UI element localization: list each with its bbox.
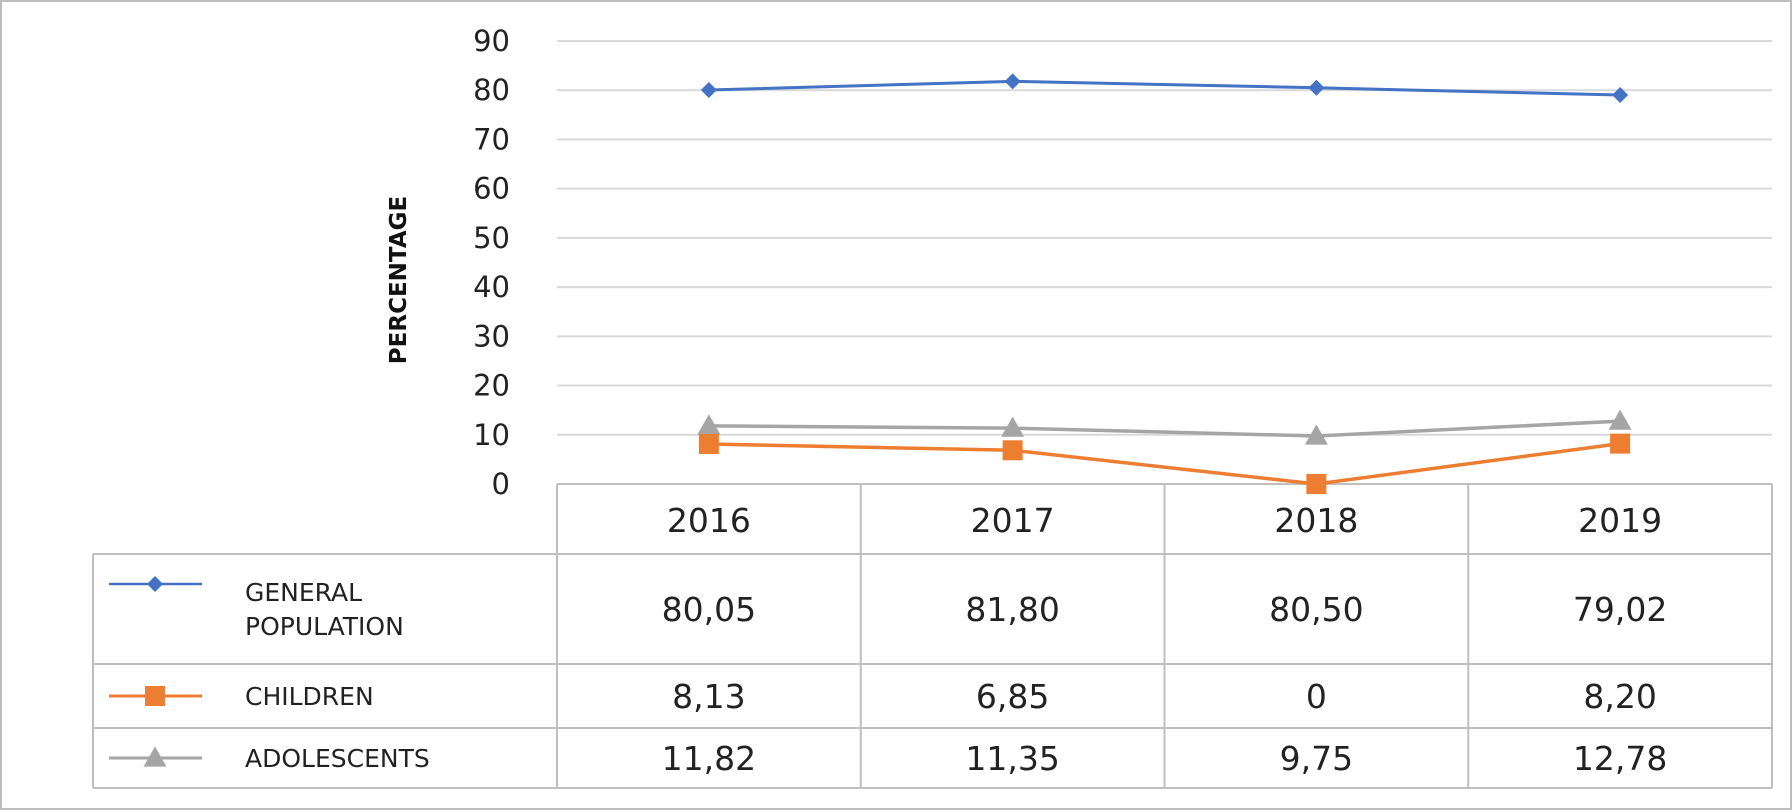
- y-tick-label: 10: [473, 418, 510, 452]
- y-tick-label: 0: [492, 467, 510, 501]
- series-layer: [697, 73, 1632, 494]
- series-general-population: [700, 73, 1629, 104]
- data-point: [1001, 416, 1025, 437]
- legend-series-name: CHILDREN: [245, 682, 374, 711]
- category-label: 2019: [1578, 501, 1662, 540]
- table-cell-value: 12,78: [1573, 739, 1667, 778]
- series-line: [708, 79, 1621, 97]
- data-point: [1612, 87, 1629, 104]
- data-point: [697, 414, 721, 435]
- y-tick-label: 80: [473, 73, 510, 107]
- legend-series-name: GENERAL POPULATION: [245, 578, 404, 641]
- table-cell-value: 80,05: [662, 590, 756, 629]
- legend-key-marker: [143, 746, 167, 767]
- y-tick-label: 90: [473, 24, 510, 58]
- y-tick-label: 30: [473, 319, 510, 353]
- y-tick-label: 70: [473, 122, 510, 156]
- series-line: [708, 441, 1621, 486]
- series-children: [698, 433, 1631, 494]
- table-cell-value: 9,75: [1280, 739, 1353, 778]
- table-cell-value: 8,20: [1583, 677, 1656, 716]
- data-table: 2016 2017 2018 2019 GENERAL POPULATION 80,05 81…: [92, 483, 1773, 789]
- table-cell-value: 11,35: [965, 739, 1059, 778]
- data-point: [698, 433, 719, 454]
- data-point: [1610, 433, 1631, 454]
- data-point: [1608, 409, 1632, 430]
- table-cell-value: 80,50: [1269, 590, 1363, 629]
- table-cell-value: 11,82: [662, 739, 756, 778]
- data-point: [1304, 424, 1328, 445]
- data-point: [1002, 440, 1023, 461]
- category-label: 2017: [971, 501, 1055, 540]
- legend-key-marker: [147, 576, 163, 592]
- table-cell-value: 8,13: [672, 677, 745, 716]
- table-cell-value: 6,85: [976, 677, 1049, 716]
- data-point: [1004, 73, 1021, 90]
- legend-key-marker: [145, 686, 165, 706]
- category-label: 2016: [667, 501, 751, 540]
- table-cell-value: 79,02: [1573, 590, 1667, 629]
- category-label: 2018: [1274, 501, 1358, 540]
- y-tick-label: 50: [473, 221, 510, 255]
- y-tick-label: 20: [473, 369, 510, 403]
- legend-series-name: ADOLESCENTS: [245, 744, 430, 773]
- table-cell-value: 0: [1306, 677, 1327, 716]
- y-tick-label: 60: [473, 172, 510, 206]
- y-tick-label: 40: [473, 270, 510, 304]
- series-adolescents: [697, 409, 1632, 445]
- data-point: [1306, 474, 1327, 494]
- gridlines: [557, 40, 1772, 436]
- data-point: [700, 81, 717, 98]
- y-axis-label: PERCENTAGE: [386, 196, 412, 364]
- data-point: [1308, 79, 1325, 96]
- table-cell-value: 81,80: [965, 590, 1059, 629]
- series-line: [708, 419, 1621, 438]
- y-axis-ticks: 0 10 20 30 40 50 60 70 80 90: [473, 24, 510, 501]
